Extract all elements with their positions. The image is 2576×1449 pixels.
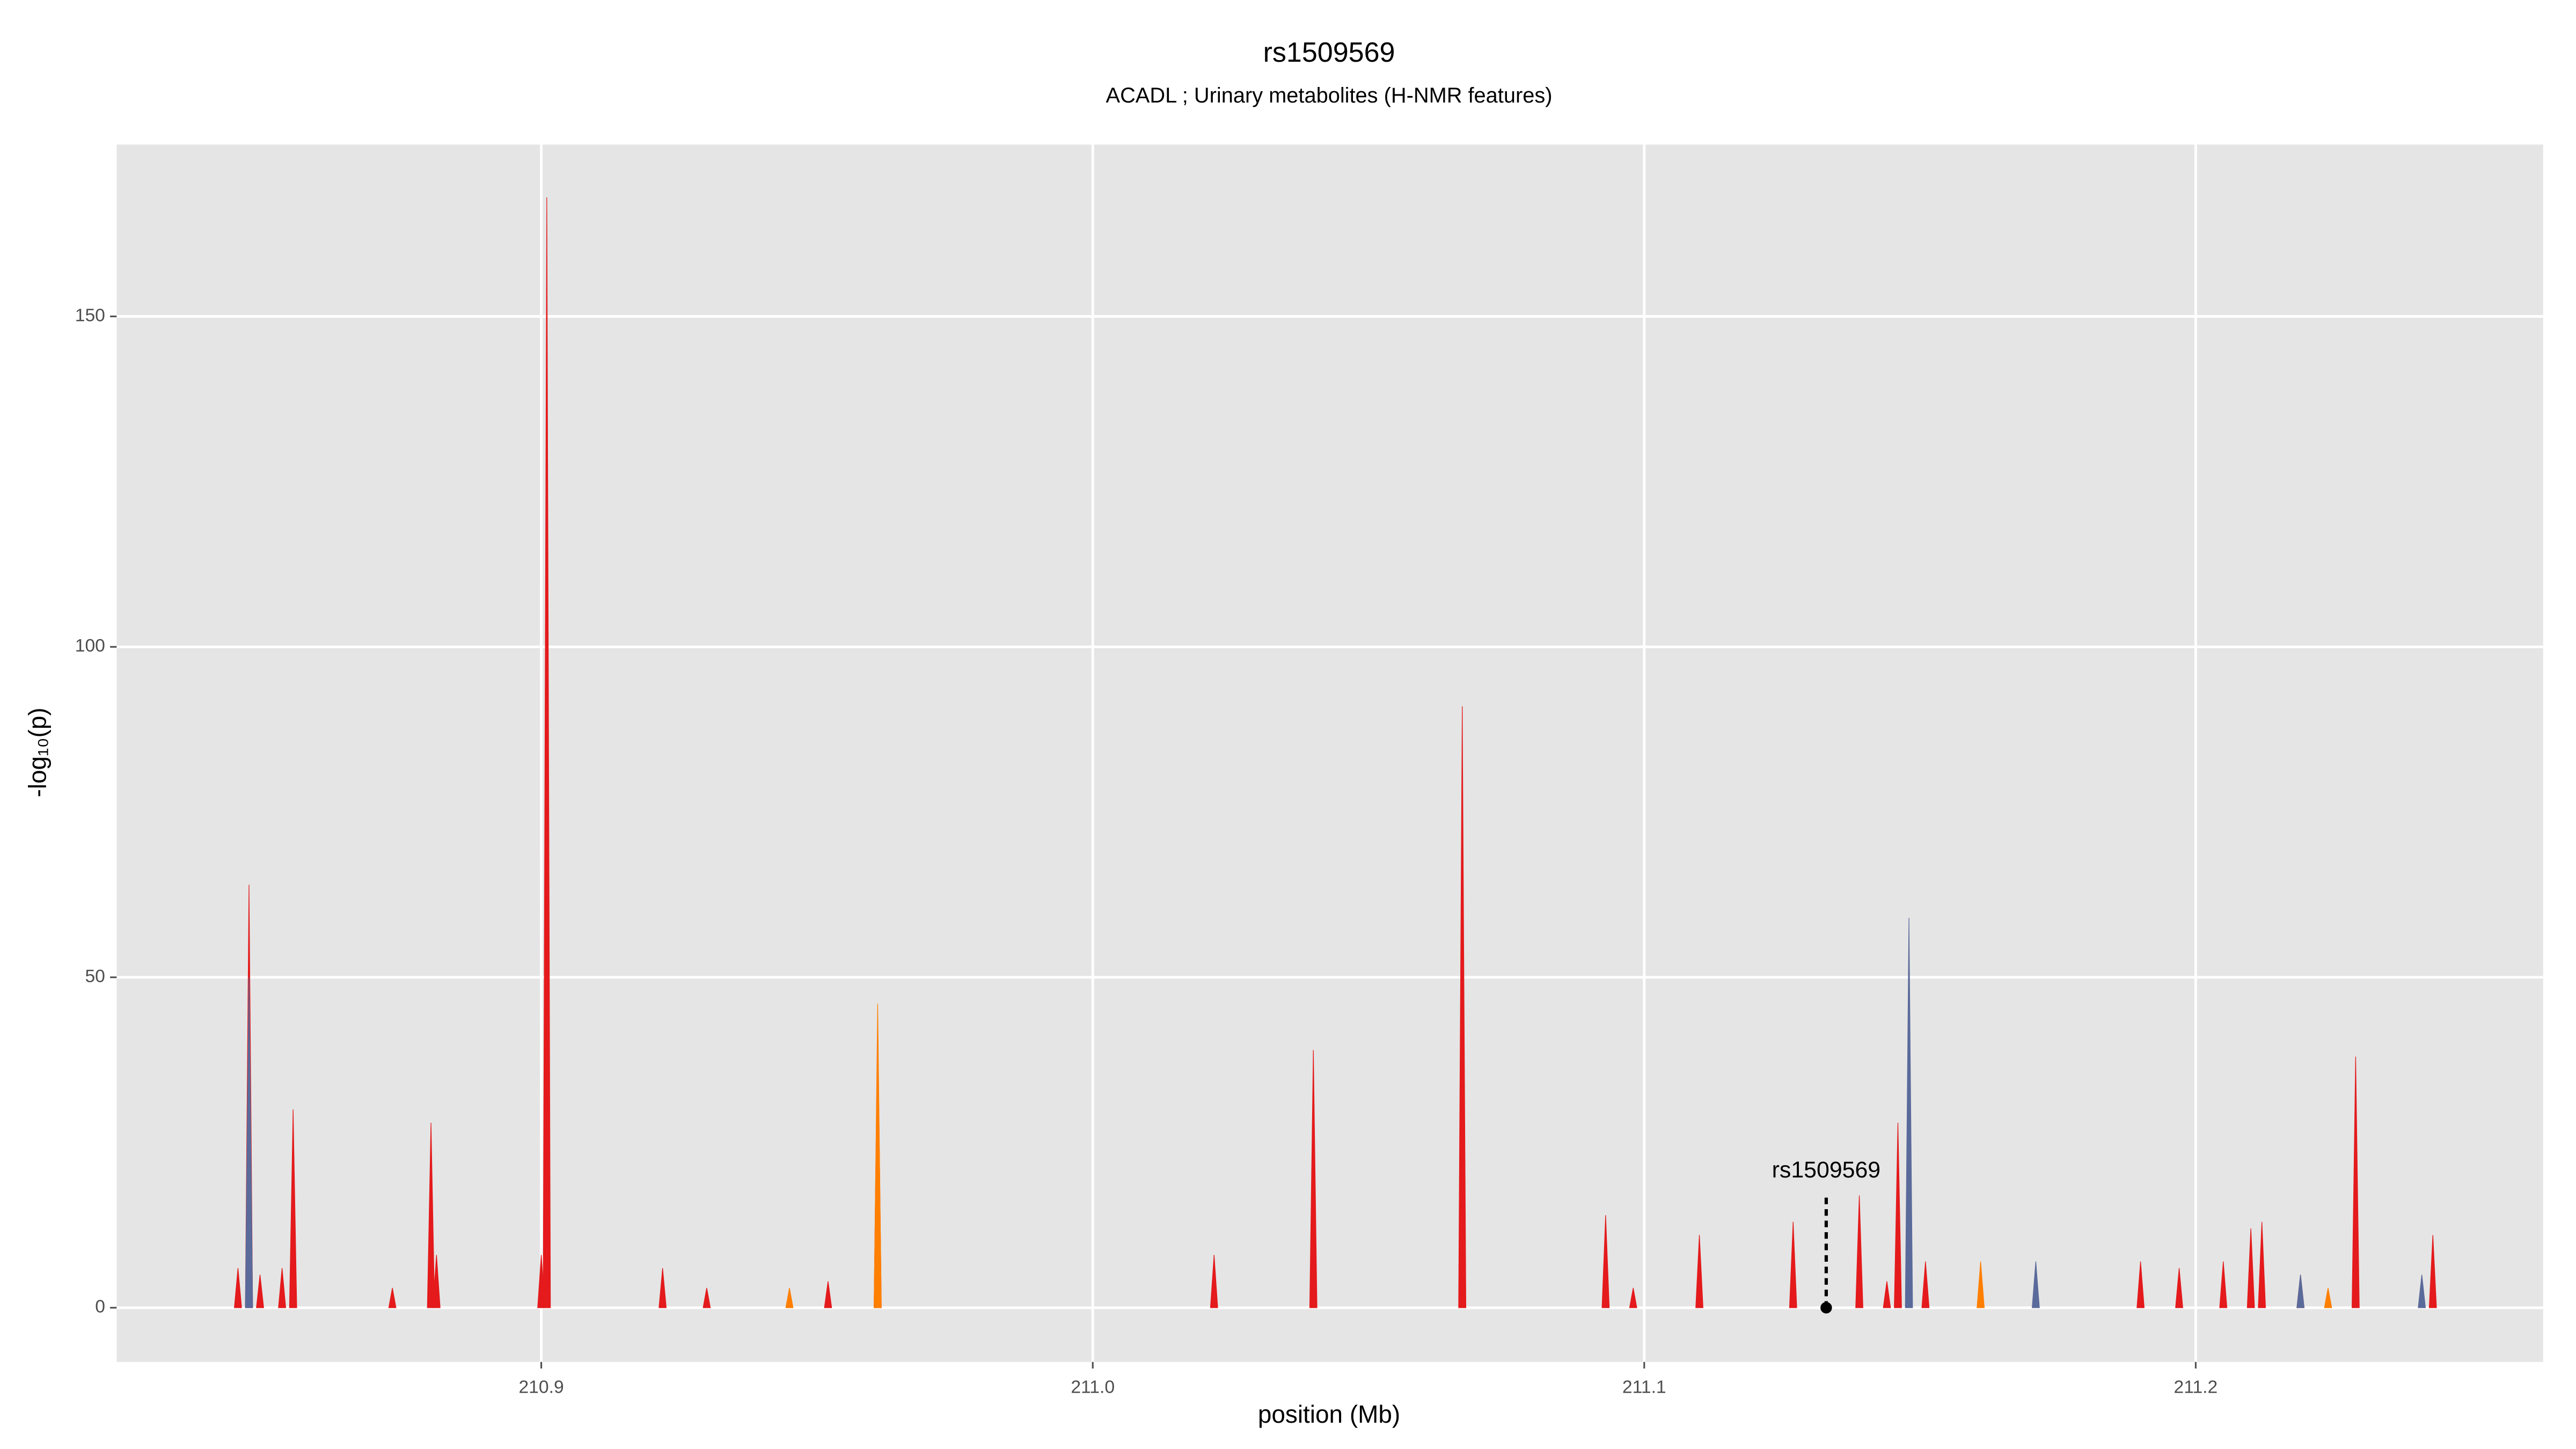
spike [2219, 1261, 2228, 1308]
y-tick-label: 50 [85, 967, 105, 986]
spike [785, 1287, 794, 1308]
spike [245, 977, 253, 1308]
spike [1458, 706, 1467, 1308]
spike [2418, 1275, 2426, 1308]
spike [427, 1122, 435, 1308]
spike [2428, 1235, 2437, 1308]
spike [2175, 1268, 2183, 1308]
spike [824, 1281, 832, 1308]
spike [2031, 1261, 2040, 1308]
spike [2352, 1056, 2360, 1308]
spike [1629, 1287, 1637, 1308]
spike [1601, 1215, 1610, 1308]
spike [2324, 1287, 2332, 1308]
spike [2246, 1228, 2255, 1308]
y-axis-title: -log₁₀(p) [24, 707, 52, 797]
chart-subtitle: ACADL ; Urinary metabolites (H-NMR featu… [1106, 84, 1553, 107]
annotation-label: rs1509569 [1772, 1157, 1880, 1183]
spike [1883, 1281, 1891, 1308]
x-tick-label: 211.2 [2174, 1378, 2218, 1397]
x-axis-title: position (Mb) [1258, 1400, 1400, 1428]
spike [1921, 1261, 1930, 1308]
spike [289, 1109, 297, 1308]
spike [702, 1287, 711, 1308]
spike [543, 197, 551, 1308]
spike [2258, 1221, 2266, 1308]
spike [432, 1255, 441, 1308]
x-tick-label: 211.1 [1622, 1378, 1666, 1397]
spike [1695, 1235, 1703, 1308]
spike [658, 1268, 667, 1308]
annotation-point [1820, 1302, 1832, 1314]
spike [1894, 1122, 1902, 1308]
y-tick-label: 100 [75, 636, 105, 656]
spike [1210, 1255, 1218, 1308]
spike [278, 1268, 287, 1308]
spike [2136, 1261, 2145, 1308]
spike [1977, 1261, 1985, 1308]
spike [2296, 1275, 2305, 1308]
chart-title: rs1509569 [1263, 37, 1395, 68]
spike [1855, 1195, 1863, 1308]
spike [874, 1004, 882, 1308]
spike [256, 1275, 264, 1308]
spike [388, 1287, 397, 1308]
y-tick-label: 0 [95, 1297, 105, 1317]
plot-background [116, 144, 2543, 1362]
spike [1789, 1221, 1797, 1308]
x-tick-label: 211.0 [1071, 1378, 1115, 1397]
spike [234, 1268, 242, 1308]
x-tick-label: 210.9 [518, 1378, 564, 1397]
spike [1905, 918, 1913, 1308]
y-tick-label: 150 [75, 305, 105, 325]
spike [1309, 1050, 1318, 1308]
